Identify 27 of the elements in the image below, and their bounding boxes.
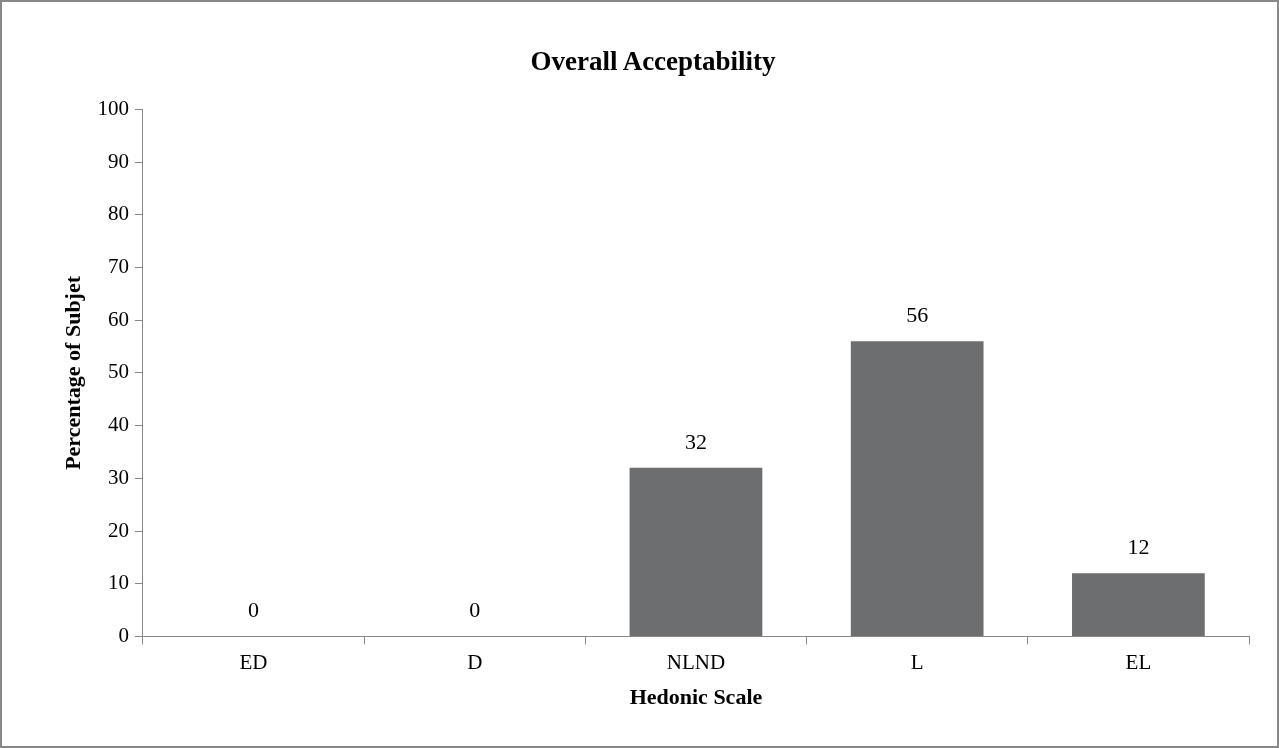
y-tick-label: 80 [107,201,129,226]
data-label: 0 [469,597,481,623]
x-axis-title: Hedonic Scale [629,684,763,710]
bar [629,467,763,636]
y-tick-label: 30 [107,464,129,489]
y-tick-label: 70 [107,254,129,279]
y-tick-label: 10 [107,570,129,595]
y-tick-label: 0 [118,622,129,647]
x-tick-label: L [910,649,924,674]
y-tick-label: 20 [107,517,129,542]
data-label: 32 [684,428,707,454]
bar [1072,573,1205,636]
y-tick-label: 60 [107,306,129,331]
x-tick-label: EL [1125,649,1152,674]
data-label: 0 [248,597,260,623]
data-label: 56 [906,302,929,328]
y-tick-label: 50 [107,359,129,384]
y-tick-label: 90 [107,148,129,173]
y-tick-label: 40 [107,412,129,437]
x-tick-label: D [467,649,483,674]
x-tick-label: NLND [666,649,726,674]
y-axis-title: Percentage of Subjet [59,275,85,470]
y-tick-label: 100 [97,95,129,120]
x-tick-label: ED [239,649,268,674]
bar [850,341,984,636]
data-label: 12 [1127,533,1150,559]
chart-title: Overall Acceptability [530,46,777,77]
